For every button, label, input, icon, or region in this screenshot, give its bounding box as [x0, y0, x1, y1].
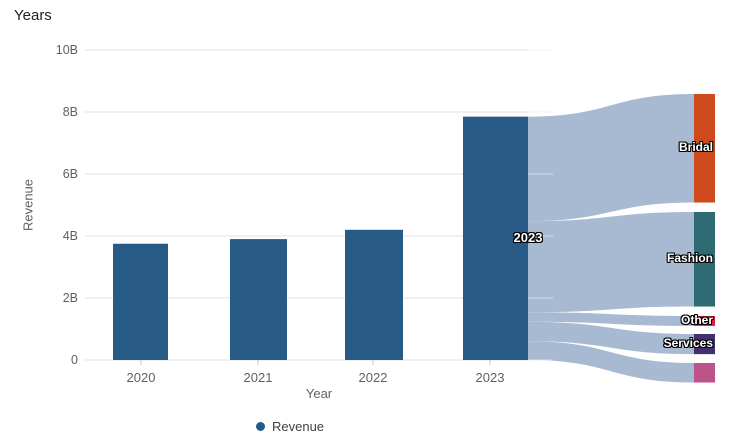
y-axis-tick-label: 0 [71, 353, 78, 367]
sankey-node-services[interactable] [694, 334, 715, 355]
sankey-node-other[interactable] [694, 316, 715, 326]
y-axis-tick-label: 6B [62, 167, 78, 181]
sankey-node-label-bridal: Bridal [678, 140, 713, 155]
sankey-node-segment-4[interactable] [694, 363, 715, 383]
bar-2022[interactable] [345, 229, 403, 360]
bar-2023[interactable] [463, 116, 528, 361]
legend: Revenue [256, 419, 324, 434]
bar-2021[interactable] [230, 239, 287, 360]
y-axis-tick-label: 2B [62, 291, 78, 305]
x-axis-title: Year [305, 386, 333, 401]
sankey-flow-other[interactable] [528, 312, 694, 326]
x-axis-tick-label: 2021 [243, 370, 273, 385]
x-axis-tick-label: 2020 [126, 370, 156, 385]
sankey-node-label-other: Other [680, 312, 713, 327]
legend-item-revenue[interactable]: Revenue [256, 419, 324, 434]
sankey-flow-bridal[interactable] [528, 94, 694, 222]
sankey-flow-segment-4[interactable] [528, 341, 694, 383]
chart-title: Years [14, 7, 52, 24]
sankey-node-fashion[interactable] [694, 212, 715, 307]
x-axis-tick-label: 2022 [358, 370, 388, 385]
y-axis-tick-label: 4B [62, 229, 78, 243]
sankey-flow-fashion[interactable] [528, 212, 694, 313]
x-axis-tick-label: 2023 [475, 370, 505, 385]
sankey-source-label: 2023 [513, 230, 543, 246]
sankey-node-label-services: Services [663, 336, 713, 351]
sankey-node-label-fashion: Fashion [666, 251, 713, 266]
legend-swatch-icon [256, 422, 265, 431]
sankey-flow-services[interactable] [528, 321, 694, 355]
sankey-node-bridal[interactable] [694, 94, 715, 203]
y-axis-tick-label: 10B [55, 43, 78, 57]
legend-label: Revenue [272, 419, 325, 434]
y-axis-tick-label: 8B [62, 105, 78, 119]
bar-2020[interactable] [113, 243, 168, 360]
